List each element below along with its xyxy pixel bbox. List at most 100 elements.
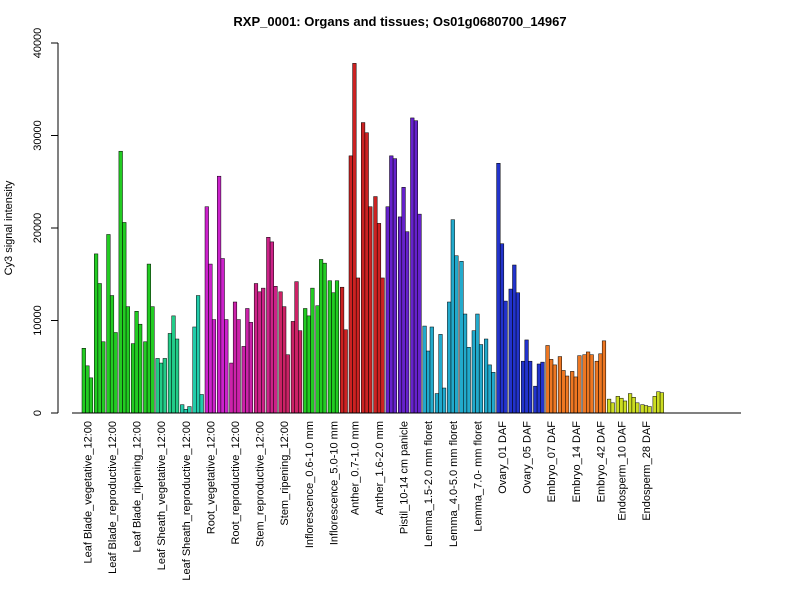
y-tick-label: 40000 [32, 28, 44, 59]
bar [392, 158, 397, 414]
bar [380, 277, 385, 414]
bar [573, 376, 578, 414]
bar [282, 306, 287, 414]
bar [434, 393, 439, 414]
bar [327, 280, 332, 414]
bar [528, 360, 533, 414]
bar [545, 345, 550, 414]
x-tick-label: Root_vegetative_12:00 [205, 421, 217, 534]
bar [118, 150, 123, 414]
bar [97, 283, 102, 414]
bar [601, 340, 607, 414]
bar [245, 308, 250, 414]
bar [503, 300, 508, 414]
bar [319, 259, 324, 414]
y-tick-label: 0 [32, 410, 44, 416]
y-tick-label: 20000 [32, 213, 44, 244]
bar [552, 364, 557, 414]
bar [253, 283, 259, 414]
bar [512, 264, 517, 414]
bars-group [81, 63, 664, 414]
bar [88, 377, 94, 414]
x-tick-label: Leaf Sheath_reproductive_12:00 [181, 421, 193, 581]
bar [426, 350, 431, 414]
bar [561, 370, 566, 414]
bar [192, 326, 197, 414]
bar [577, 355, 582, 414]
bar [241, 346, 246, 414]
bar [199, 394, 204, 414]
bar [348, 155, 353, 414]
bar [442, 387, 447, 414]
bar [410, 117, 415, 414]
bar [167, 333, 172, 414]
x-tick-label: Endosperm_28 DAF [641, 421, 653, 521]
bar [94, 253, 99, 414]
x-tick-label: Leaf Blade_vegetative_12:00 [82, 421, 94, 564]
bar [315, 305, 320, 414]
x-tick-label: Pistil_10-14 cm panicle [399, 421, 411, 534]
bar [143, 341, 148, 414]
bar [340, 286, 345, 414]
bar [594, 360, 599, 414]
bar [385, 206, 390, 414]
bar [229, 362, 234, 414]
y-tick-label: 30000 [32, 120, 44, 151]
bar [491, 372, 496, 414]
bar [290, 321, 295, 414]
x-tick-label: Lemma_7.0- mm floret [472, 421, 484, 532]
bar [607, 398, 612, 414]
bar [130, 343, 136, 414]
bar [261, 287, 266, 414]
bar [533, 385, 538, 414]
bar [208, 263, 213, 414]
bar [310, 287, 315, 414]
bar [496, 163, 501, 414]
bar [643, 405, 649, 414]
bar [331, 292, 336, 414]
bar [422, 325, 427, 414]
bar [85, 365, 90, 414]
x-tick-label: Embryo_07 DAF [546, 421, 558, 503]
bar [81, 348, 86, 414]
bar [459, 261, 464, 414]
x-tick-label: Stem_reproductive_12:00 [255, 421, 267, 547]
bar [652, 396, 657, 414]
bar [248, 322, 253, 414]
bar [628, 393, 633, 414]
bar [294, 281, 299, 414]
bar [586, 351, 591, 414]
x-tick-label: Embryo_14 DAF [571, 421, 583, 503]
bar [376, 223, 382, 414]
bar [180, 404, 185, 414]
bar [236, 319, 241, 414]
bar [175, 338, 180, 414]
y-axis: 0 10000 20000 30000 40000 [32, 28, 59, 416]
bar [447, 301, 452, 414]
bar [306, 315, 311, 414]
bar [582, 354, 587, 414]
x-tick-label: Inflorescence_5.0-10 mm [328, 421, 340, 545]
bar [298, 330, 303, 414]
bar [159, 362, 164, 414]
x-tick-label: Inflorescence_0.6-1.0 mm [304, 421, 316, 548]
bar [589, 354, 594, 414]
bar [397, 216, 403, 414]
x-tick-label: Ovary_01 DAF [497, 421, 509, 494]
bar [109, 295, 115, 414]
bar [196, 295, 201, 414]
bar [515, 292, 520, 414]
bar [125, 306, 130, 414]
bar [211, 319, 217, 414]
bar [454, 255, 459, 414]
bar [224, 319, 229, 414]
y-tick-label: 10000 [32, 305, 44, 336]
bar [389, 155, 394, 414]
x-tick-label: Ovary_05 DAF [522, 421, 534, 494]
x-tick-label: Root_reproductive_12:00 [230, 421, 242, 545]
bar [171, 315, 176, 414]
x-tick-label: Leaf Blade_ripening_12:00 [132, 421, 144, 553]
bar [273, 286, 278, 414]
bar [647, 406, 652, 414]
bar [524, 339, 529, 414]
